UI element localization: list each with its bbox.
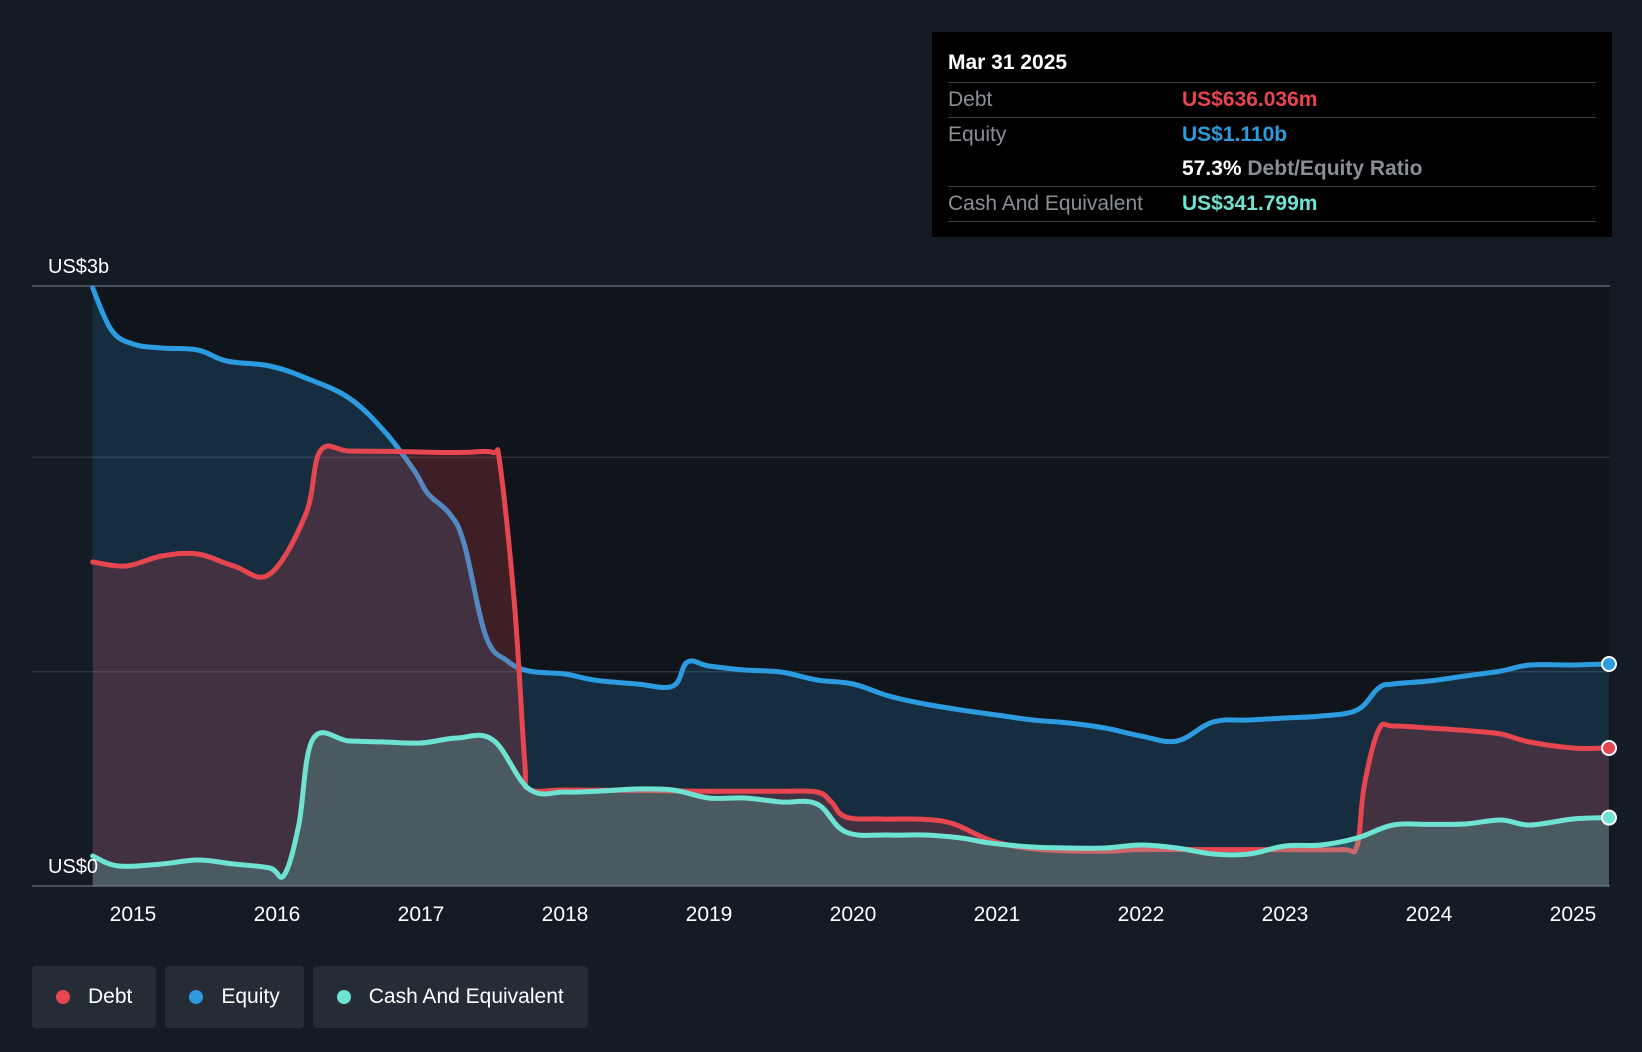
cash-and-equivalent-end-marker: [1601, 809, 1617, 826]
tooltip-equity-label: Equity: [948, 123, 1007, 146]
y-axis: US$3b US$0: [48, 256, 109, 878]
legend-item-cash[interactable]: Cash And Equivalent: [312, 966, 588, 1028]
x-axis: 2015 2016 2017 2018 2019 2020 2021 2022 2023 2024…: [110, 903, 1597, 926]
legend: Debt Equity Cash And Equivalent: [32, 966, 588, 1028]
legend-item-equity[interactable]: Equity: [165, 966, 304, 1028]
debt-dot-icon: [56, 990, 70, 1004]
tooltip-cash-row: Cash And Equivalent US$341.799m: [948, 186, 1596, 222]
tooltip-equity-value: US$1.110b: [1182, 123, 1288, 146]
legend-label-cash: Cash And Equivalent: [368, 985, 564, 1008]
tooltip-panel: Mar 31 2025 Debt US$636.036m Equity US$1…: [932, 32, 1612, 237]
y-tick-label: US$0: [48, 856, 98, 878]
x-tick-label: 2015: [110, 903, 157, 926]
tooltip-cash-value: US$341.799m: [1182, 192, 1318, 215]
tooltip-date: Mar 31 2025: [948, 51, 1068, 74]
x-tick-label: 2016: [254, 903, 301, 926]
tooltip-debt-value: US$636.036m: [1182, 88, 1318, 111]
end-markers: [1601, 656, 1617, 826]
cash-and-equivalent-line: [90, 730, 1612, 880]
x-tick-label: 2021: [974, 903, 1021, 926]
legend-item-debt[interactable]: Debt: [32, 966, 157, 1028]
tooltip-cash-label: Cash And Equivalent: [948, 192, 1143, 215]
tooltip-debt-row: Debt US$636.036m: [948, 82, 1596, 117]
x-tick-label: 2023: [1262, 903, 1309, 926]
plot-background: [92, 286, 1610, 886]
equity-line: [90, 285, 1612, 745]
tooltip-ratio-row: 57.3% Debt/Equity Ratio: [948, 152, 1596, 186]
x-tick-label: 2024: [1406, 903, 1453, 926]
legend-label-debt: Debt: [88, 985, 133, 1008]
debt-line: [90, 443, 1612, 855]
tooltip-ratio: 57.3% Debt/Equity Ratio: [1182, 152, 1422, 186]
tooltip-ratio-value: 57.3%: [1182, 157, 1242, 180]
x-tick-label: 2022: [1118, 903, 1165, 926]
debt-end-marker: [1601, 740, 1617, 756]
debt-area: [92, 445, 1609, 886]
x-tick-label: 2018: [542, 903, 589, 926]
x-tick-label: 2017: [398, 903, 445, 926]
tooltip-equity-row: Equity US$1.110b: [948, 117, 1596, 152]
y-tick-label: US$3b: [48, 256, 109, 278]
tooltip-debt-label: Debt: [948, 88, 993, 111]
series-area-group: [90, 285, 1612, 886]
x-tick-label: 2020: [830, 903, 877, 926]
cash-dot-icon: [336, 990, 351, 1004]
equity-end-marker: [1601, 656, 1617, 672]
legend-label-equity: Equity: [221, 985, 280, 1008]
x-tick-label: 2019: [686, 903, 733, 926]
cash-and-equivalent-area: [92, 732, 1609, 886]
x-tick-label: 2025: [1550, 903, 1597, 926]
equity-dot-icon: [189, 990, 204, 1004]
tooltip-ratio-label: Debt/Equity Ratio: [1247, 157, 1423, 180]
grid-lines: [32, 285, 1610, 887]
